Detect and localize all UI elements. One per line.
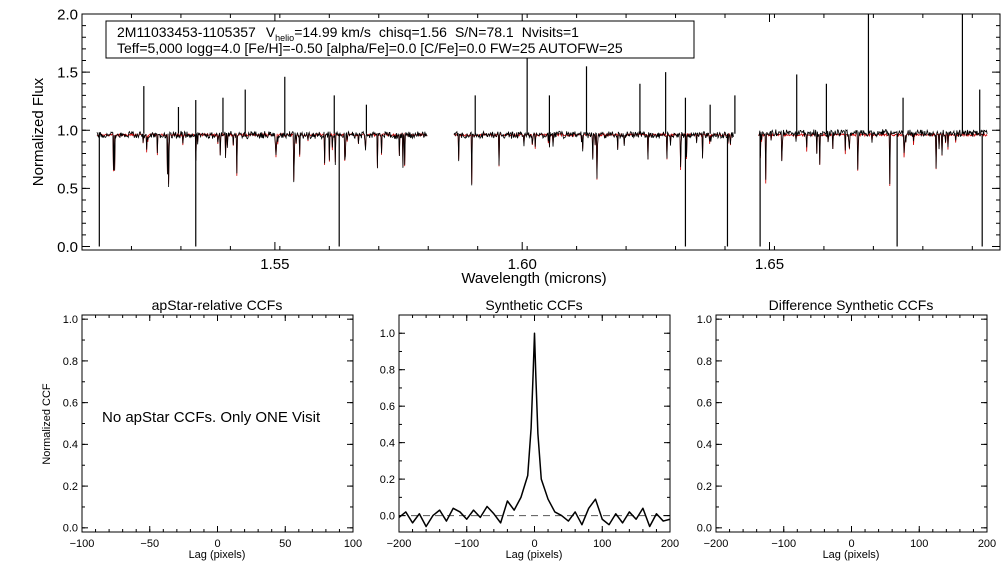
- x-tick-label: 0: [214, 538, 220, 550]
- apstar-ccf-panel: apStar-relative CCFs −100 −50 0 50 100 0.0 0.2…: [41, 297, 362, 561]
- synthetic-ccf-plot: [398, 332, 671, 528]
- x-tick-label: 200: [661, 538, 679, 550]
- model-chip: [758, 132, 988, 187]
- spectrum-panel: 0.0 0.5 1.0 1.5 2.0 1.55 1.60 1.65 Normalized …: [30, 6, 1001, 287]
- legend-vhelio-value: =14.99 km/s: [294, 24, 371, 40]
- legend-box: [105, 20, 695, 59]
- synthetic-ccf-title: Synthetic CCFs: [485, 297, 582, 313]
- legend-vhelio-prefix: V: [266, 24, 276, 40]
- difference-ccf-panel: Difference Synthetic CCFs −200 −100 0 100 20…: [697, 297, 996, 561]
- y-tick-label: 0.2: [63, 481, 78, 493]
- spectrum-ylabel: Normalized Flux: [30, 77, 47, 186]
- model-chip: [453, 132, 734, 184]
- y-tick-label: 0.4: [63, 439, 78, 451]
- difference-ccf-title: Difference Synthetic CCFs: [769, 297, 934, 313]
- y-tick-label: 0.8: [380, 365, 395, 377]
- y-tick-label: 0.0: [57, 239, 78, 256]
- legend-vhelio-sub: helio: [275, 33, 294, 43]
- apstar-ccf-ylabel: Normalized CCF: [41, 383, 53, 465]
- difference-ccf-axes: −200 −100 0 100 200 0.0 0.2 0.4 0.6 0.8 1.0: [697, 314, 996, 550]
- y-tick-label: 1.5: [57, 64, 78, 81]
- spectrum-frame: [81, 13, 1001, 251]
- x-tick-label: 100: [344, 538, 362, 550]
- observed-chip: [96, 130, 428, 187]
- y-tick-label: 0.6: [697, 397, 712, 409]
- y-tick-label: 0.6: [63, 397, 78, 409]
- legend-params: Teff=5,000 logg=4.0 [Fe/H]=-0.50 [alpha/…: [117, 40, 623, 56]
- y-tick-label: 1.0: [57, 123, 78, 140]
- apstar-ccf-title: apStar-relative CCFs: [152, 297, 283, 313]
- y-tick-label: 0.8: [697, 356, 712, 368]
- synthetic-ccf-panel: Synthetic CCFs −200 −100 0 100 200 0.0 0.2 0.4 0…: [380, 297, 679, 561]
- apstar-ccf-axes: −100 −50 0 50 100 0.0 0.2 0.4 0.6 0.8 1.0: [63, 314, 362, 550]
- y-tick-label: 0.2: [380, 474, 395, 486]
- synthetic-ccf-axes: −200 −100 0 100 200 0.0 0.2 0.4 0.6 0.8 1.0: [380, 314, 679, 550]
- synthetic-ccf-xlabel: Lag (pixels): [506, 549, 563, 561]
- x-tick-label: −200: [387, 538, 412, 550]
- x-tick-label: −100: [70, 538, 95, 550]
- x-tick-label: 1.60: [508, 256, 537, 273]
- y-tick-label: 1.0: [63, 314, 78, 326]
- y-tick-label: 0.4: [380, 437, 395, 449]
- legend-snr: S/N=78.1: [455, 24, 514, 40]
- y-tick-label: 0.0: [63, 523, 78, 535]
- observed-chip: [453, 129, 734, 186]
- x-tick-label: 100: [910, 538, 928, 550]
- legend-nvisits: Nvisits=1: [522, 24, 579, 40]
- x-tick-label: 50: [279, 538, 291, 550]
- spectrum-y-axis: 0.0 0.5 1.0 1.5 2.0: [57, 6, 1000, 256]
- legend-chisq: chisq=1.56: [379, 24, 447, 40]
- x-tick-label: 200: [978, 538, 996, 550]
- y-tick-label: 0.8: [63, 356, 78, 368]
- x-tick-label: −100: [771, 538, 796, 550]
- x-tick-label: −100: [454, 538, 479, 550]
- y-tick-label: 0.0: [380, 510, 395, 522]
- apstar-ccf-annotation: No apStar CCFs. Only ONE Visit: [102, 409, 321, 426]
- apstar-ccf-xlabel: Lag (pixels): [189, 549, 246, 561]
- y-tick-label: 1.0: [697, 314, 712, 326]
- x-tick-label: 0: [531, 538, 537, 550]
- spectrum-legend: 2M11033453-1105357 Vhelio=14.99 km/s chisq…: [105, 20, 695, 59]
- x-tick-label: 100: [593, 538, 611, 550]
- legend-line-1: 2M11033453-1105357 Vhelio=14.99 km/s chisq…: [117, 24, 579, 43]
- y-tick-label: 0.6: [380, 401, 395, 413]
- synthetic-ccf-line: [398, 332, 671, 528]
- x-tick-label: 1.55: [260, 256, 289, 273]
- difference-ccf-frame: [715, 314, 988, 533]
- x-tick-label: 0: [848, 538, 854, 550]
- difference-ccf-xlabel: Lag (pixels): [823, 549, 880, 561]
- y-tick-label: 1.0: [380, 328, 395, 340]
- x-tick-label: 1.65: [755, 256, 784, 273]
- y-tick-label: 0.2: [697, 481, 712, 493]
- model-spectrum: [96, 132, 988, 187]
- legend-star-id: 2M11033453-1105357: [117, 24, 256, 40]
- spectrum-xlabel: Wavelength (microns): [461, 270, 606, 287]
- y-tick-label: 2.0: [57, 6, 78, 23]
- x-tick-label: −50: [140, 538, 159, 550]
- y-tick-label: 0.5: [57, 181, 78, 198]
- spectrum-x-axis: 1.55 1.60 1.65: [81, 14, 973, 273]
- observed-chip: [758, 128, 988, 184]
- observed-spectrum: [96, 14, 988, 247]
- y-tick-label: 0.0: [697, 523, 712, 535]
- y-tick-label: 0.4: [697, 439, 712, 451]
- x-tick-label: −200: [704, 538, 729, 550]
